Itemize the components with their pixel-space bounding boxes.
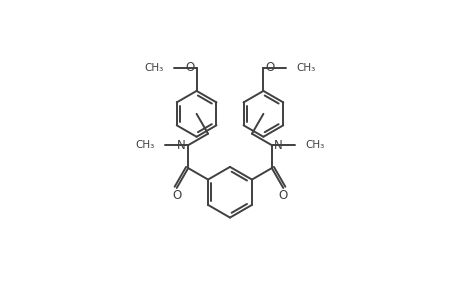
Text: N: N [177, 139, 185, 152]
Text: CH₃: CH₃ [145, 63, 164, 73]
Text: CH₃: CH₃ [295, 63, 314, 73]
Text: N: N [274, 139, 282, 152]
Text: CH₃: CH₃ [305, 140, 324, 150]
Text: O: O [185, 61, 194, 74]
Text: O: O [278, 189, 287, 202]
Text: CH₃: CH₃ [135, 140, 154, 150]
Text: O: O [172, 189, 181, 202]
Text: O: O [265, 61, 274, 74]
